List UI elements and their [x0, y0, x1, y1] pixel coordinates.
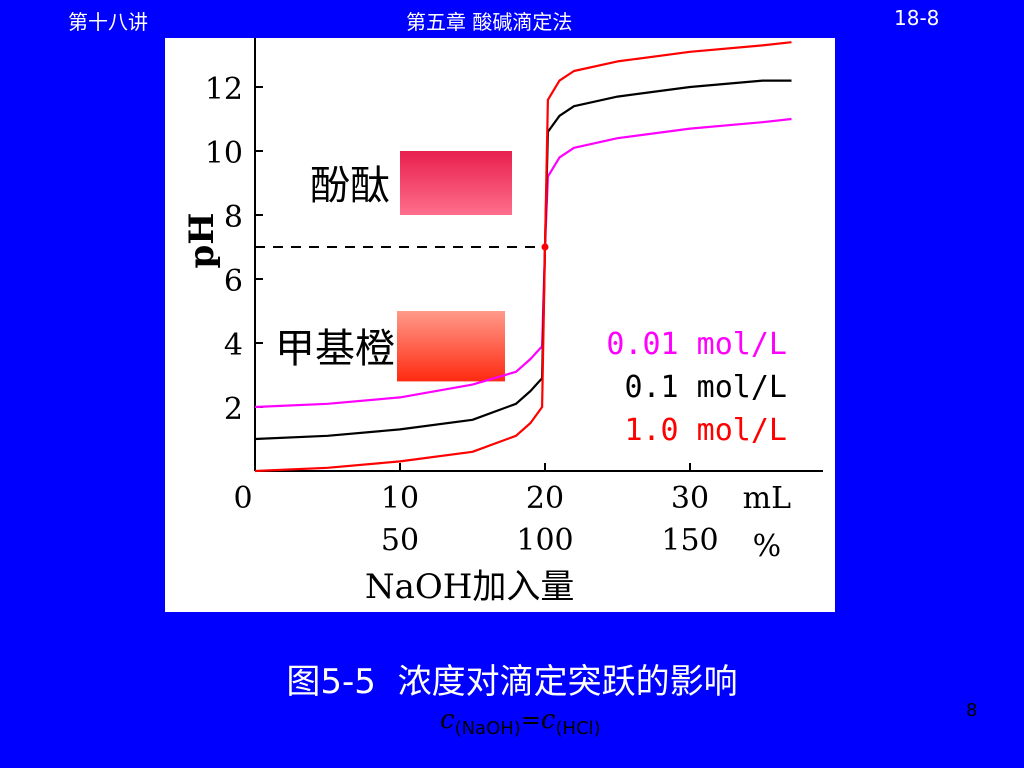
y-tick-label-2: 2 [224, 392, 243, 427]
x-unit-label: mL [743, 481, 791, 516]
x-unit2-label: % [753, 529, 782, 564]
caption-number: 5-5 [320, 662, 376, 702]
caption-prefix: 图 [286, 662, 321, 702]
x-tick-label-10: 10 [381, 481, 419, 516]
header-slide-number: 18-8 [894, 6, 940, 30]
phenolphthalein-range-swatch [400, 151, 512, 215]
figure-caption: 图5-5 浓度对滴定突跃的影响 [0, 654, 1024, 703]
formula-sub1: (NaOH) [454, 718, 521, 739]
formula-c2: c [540, 705, 556, 735]
methyl-orange-range-swatch [397, 311, 505, 382]
titration-chart: 2 4 6 8 10 12 pH 0 10 20 30 50 100 150 mL% NaOH加入量 酚酞甲基橙… [182, 38, 823, 607]
x-tick-label2-10: 50 [381, 523, 419, 558]
legend-label-0: 0.01 mol/L [606, 327, 787, 362]
concentration-formula: c(NaOH)=c(HCl) [440, 705, 601, 739]
formula-equals: = [520, 706, 541, 734]
y-tick-label-6: 6 [224, 264, 243, 299]
x-tick-label-20: 20 [526, 481, 564, 516]
methyl-orange-label: 甲基橙 [275, 326, 395, 372]
header-chapter: 第五章 酸碱滴定法 [406, 10, 573, 34]
x-tick-label-30: 30 [671, 481, 709, 516]
y-tick-label-12: 12 [205, 72, 243, 107]
titration-chart-panel: 2 4 6 8 10 12 pH 0 10 20 30 50 100 150 mL% NaOH加入量 酚酞甲基橙… [165, 38, 835, 612]
page-number: 8 [966, 700, 978, 721]
x-tick-label2-20: 100 [516, 523, 573, 558]
header-lecture: 第十八讲 [68, 10, 148, 34]
legend-label-1: 0.1 mol/L [624, 370, 787, 405]
caption-spacer [376, 662, 398, 702]
y-tick-label-8: 8 [224, 200, 243, 235]
series-line-2 [254, 41, 792, 473]
x-tick-label2-30: 150 [661, 523, 718, 558]
y-tick-label-10: 10 [205, 136, 243, 171]
y-axis-label: pH [182, 213, 222, 269]
x-tick-label-0: 0 [233, 481, 252, 516]
phenolphthalein-label: 酚酞 [310, 163, 390, 209]
y-tick-label-4: 4 [224, 328, 243, 363]
caption-text: 浓度对滴定突跃的影响 [397, 662, 738, 702]
legend-label-2: 1.0 mol/L [624, 413, 787, 448]
formula-sub2: (HCl) [555, 718, 601, 739]
x-axis-label: NaOH加入量 [365, 567, 575, 607]
formula-c1: c [440, 705, 455, 735]
